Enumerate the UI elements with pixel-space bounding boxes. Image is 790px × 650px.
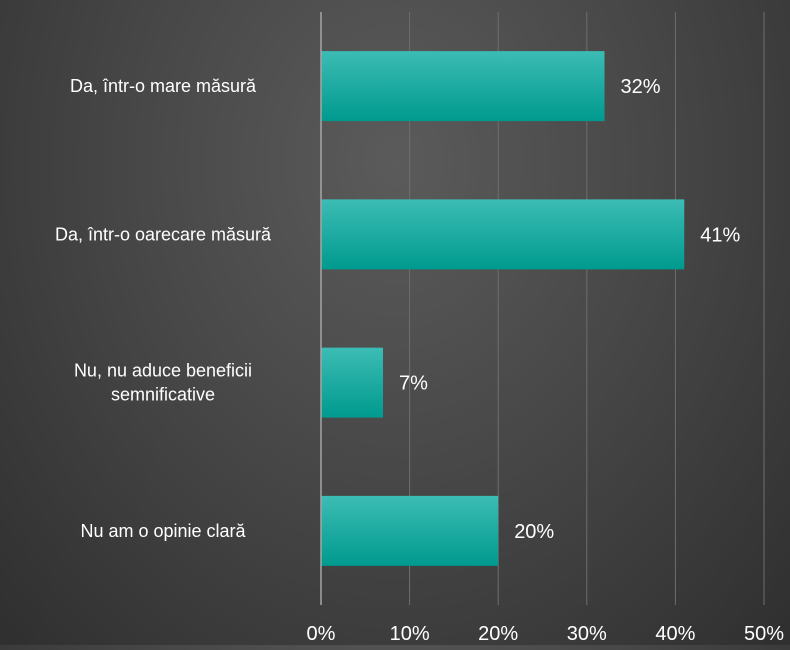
bar (321, 347, 384, 418)
x-tick-label: 30% (567, 623, 607, 645)
category-label-line: Nu, nu aduce beneficii (74, 361, 252, 381)
data-label: 20% (514, 521, 554, 543)
x-tick-label: 50% (744, 623, 784, 645)
x-tick-label: 0% (307, 623, 336, 645)
category-label-line: Nu am o opinie clară (80, 521, 246, 541)
bar (321, 495, 499, 566)
bars (321, 51, 685, 566)
category-label: Nu, nu aduce beneficii semnificative (74, 361, 252, 405)
data-label: 41% (700, 224, 740, 246)
category-label-line: Da, într-o mare măsură (70, 76, 257, 96)
category-label: Da, într-o mare măsură (70, 76, 257, 96)
labels: 0% 10% 20% 30% 40% 50% 32% Da, într-o mare măsu… (55, 76, 784, 645)
data-label: 32% (621, 76, 661, 98)
category-label: Da, într-o oarecare măsură (55, 224, 272, 244)
x-tick-label: 40% (655, 623, 695, 645)
x-tick-label: 10% (390, 623, 430, 645)
category-label-line: semnificative (111, 385, 215, 405)
bar (321, 51, 605, 122)
category-label: Nu am o opinie clară (80, 521, 246, 541)
bar (321, 199, 685, 270)
x-tick-label: 20% (478, 623, 518, 645)
data-label: 7% (399, 373, 428, 395)
category-label-line: Da, într-o oarecare măsură (55, 224, 272, 244)
